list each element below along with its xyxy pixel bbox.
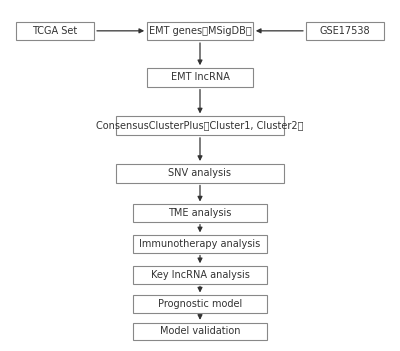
Text: TCGA Set: TCGA Set	[32, 26, 78, 36]
FancyBboxPatch shape	[133, 266, 267, 284]
Text: Key lncRNA analysis: Key lncRNA analysis	[150, 270, 250, 280]
Text: EMT lncRNA: EMT lncRNA	[170, 72, 230, 82]
FancyBboxPatch shape	[116, 164, 284, 183]
Text: Immunotherapy analysis: Immunotherapy analysis	[139, 239, 261, 249]
Text: ConsensusClusterPlus（Cluster1, Cluster2）: ConsensusClusterPlus（Cluster1, Cluster2）	[96, 121, 304, 131]
Text: Prognostic model: Prognostic model	[158, 299, 242, 309]
FancyBboxPatch shape	[116, 116, 284, 135]
FancyBboxPatch shape	[16, 21, 94, 40]
Text: Model validation: Model validation	[160, 326, 240, 336]
FancyBboxPatch shape	[133, 235, 267, 253]
Text: SNV analysis: SNV analysis	[168, 168, 232, 178]
FancyBboxPatch shape	[133, 323, 267, 340]
FancyBboxPatch shape	[133, 204, 267, 222]
FancyBboxPatch shape	[133, 295, 267, 313]
Text: EMT genes（MSigDB）: EMT genes（MSigDB）	[149, 26, 251, 36]
FancyBboxPatch shape	[147, 68, 253, 87]
FancyBboxPatch shape	[147, 21, 253, 40]
FancyBboxPatch shape	[306, 21, 384, 40]
Text: GSE17538: GSE17538	[320, 26, 370, 36]
Text: TME analysis: TME analysis	[168, 208, 232, 218]
